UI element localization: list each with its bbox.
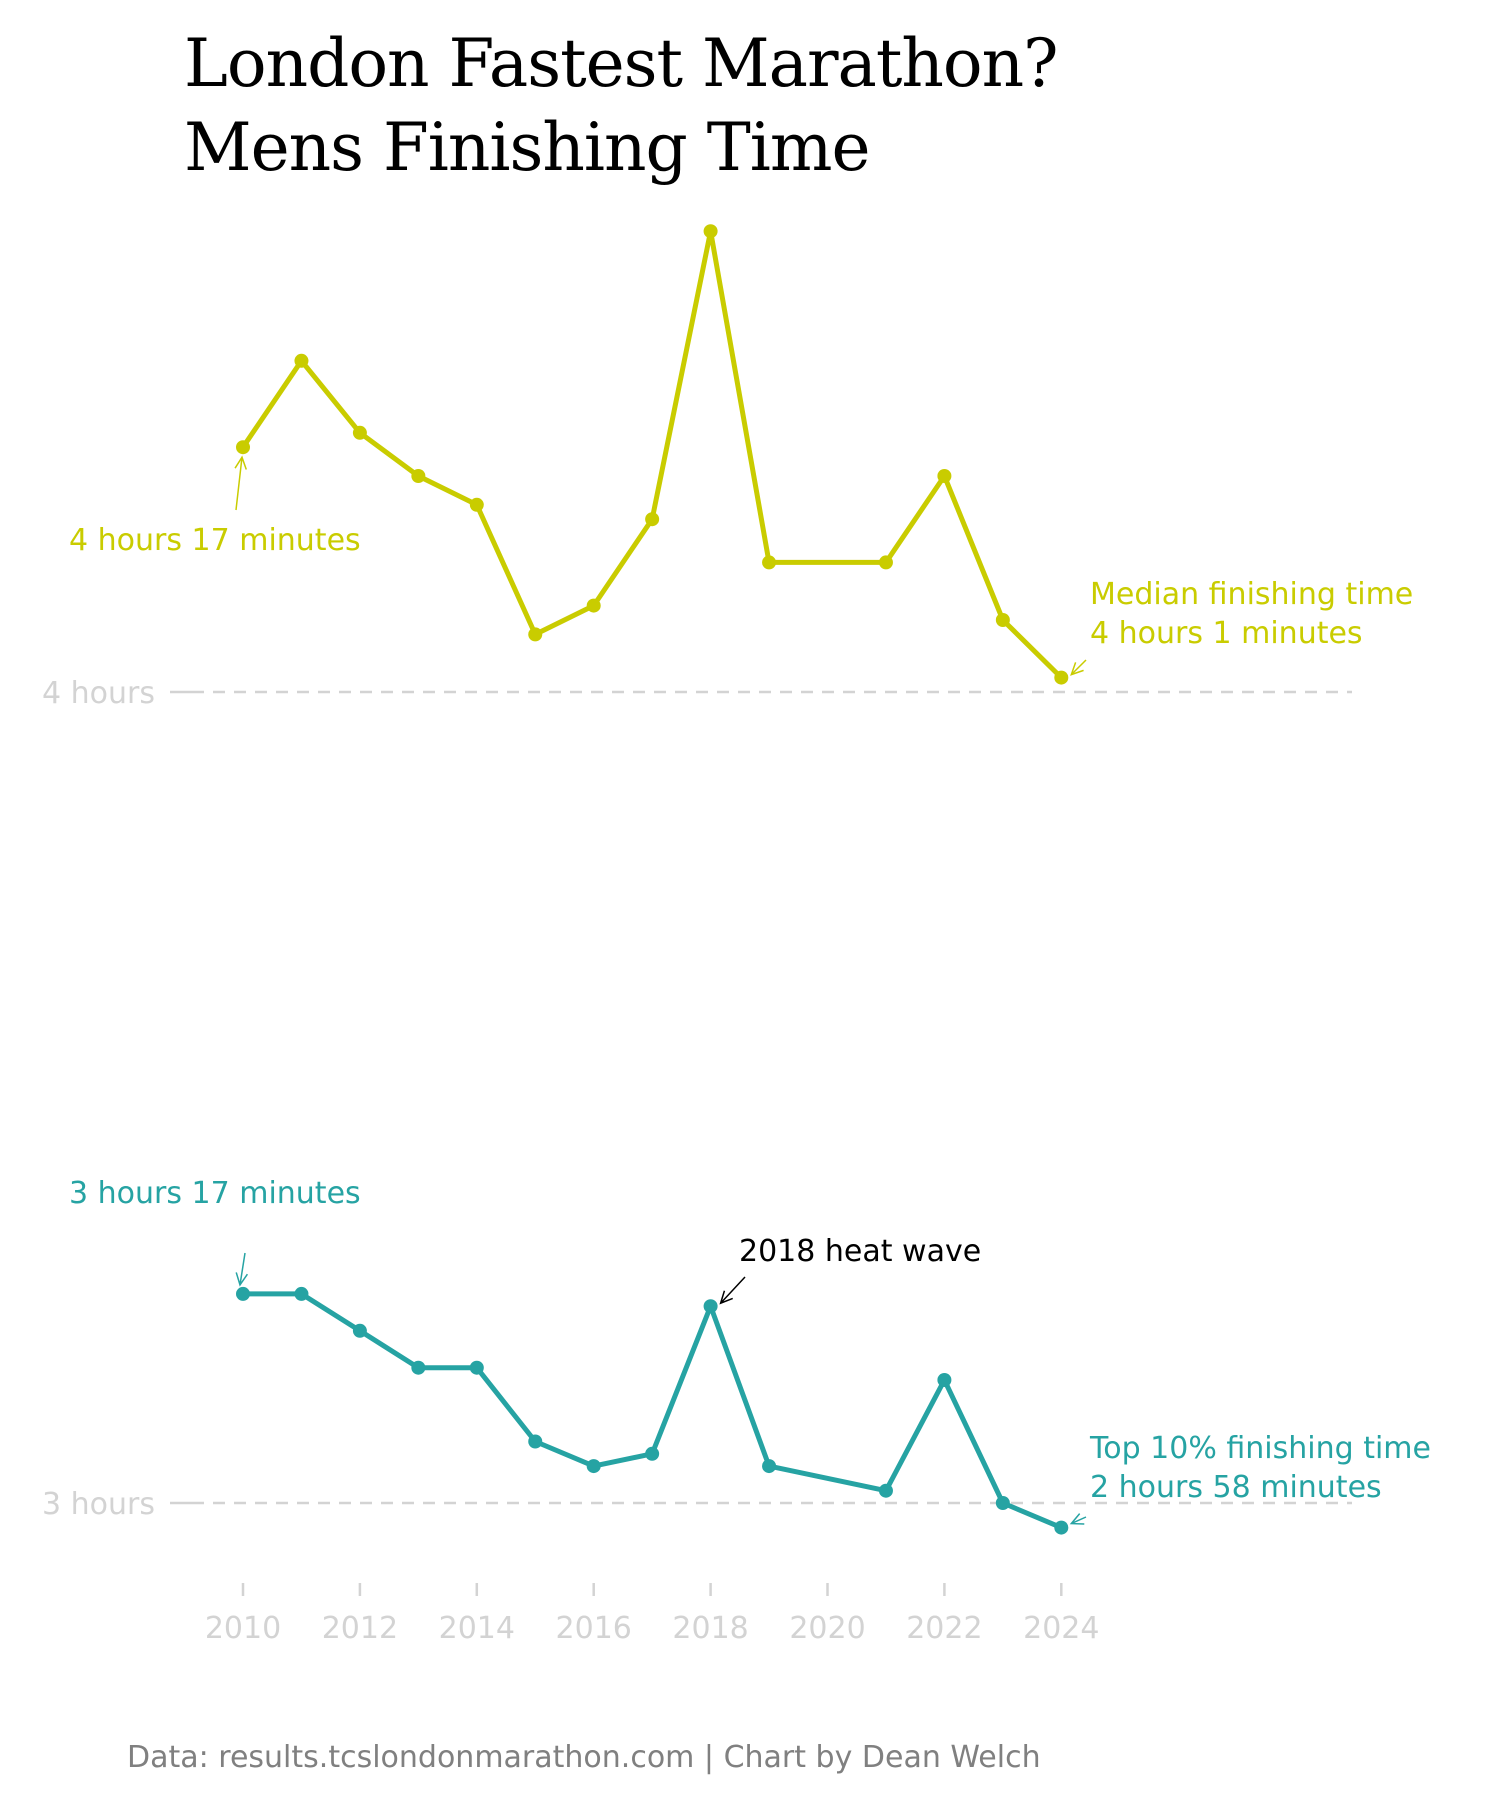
series-1-point-2021 (878, 1483, 893, 1498)
top10-end-annotation-line-1: Top 10% finishing time (1089, 1431, 1431, 1466)
series-0-point-2017 (645, 512, 660, 527)
x-tick-label-2020: 2020 (789, 1611, 865, 1646)
x-tick-label-2014: 2014 (439, 1611, 515, 1646)
series-1-point-2024 (1054, 1520, 1069, 1535)
series-0-point-2019 (762, 555, 777, 570)
series-1-point-2017 (645, 1446, 660, 1461)
top10-end-arrow (1069, 1513, 1087, 1525)
x-tick-label-2022: 2022 (906, 1611, 982, 1646)
x-tick-label-2012: 2012 (322, 1611, 398, 1646)
median-end-annotation-line-2: 4 hours 1 minutes (1090, 616, 1363, 651)
series-1-point-2013 (411, 1360, 426, 1375)
x-tick-label-2010: 2010 (205, 1611, 281, 1646)
reference-label-0: 4 hours (42, 676, 155, 711)
median-start-arrow (234, 455, 248, 511)
series-1-point-2023 (995, 1496, 1010, 1510)
finishing-time-chart: 4 hours 3 hours 2010 2012 2014 2016 2018 2020 2… (42, 224, 1431, 1646)
series-line-0 (240, 228, 1064, 680)
series-0-point-2012 (352, 425, 367, 440)
series-1-point-2019 (762, 1459, 777, 1474)
series-1-point-2014 (469, 1360, 484, 1375)
chart-title-line-1: London Fastest Marathon? (184, 25, 1059, 102)
series-1-point-2015 (528, 1434, 543, 1449)
median-end-annotation-line-1: Median finishing time (1090, 577, 1413, 612)
series-1-point-2022 (937, 1373, 952, 1387)
top10-start-annotation: 3 hours 17 minutes (69, 1176, 361, 1211)
series-1-point-2018 (703, 1299, 718, 1314)
heat-wave-annotation: 2018 heat wave (739, 1234, 981, 1269)
x-tick-label-2016: 2016 (556, 1611, 632, 1646)
x-tick-label-2018: 2018 (672, 1611, 748, 1646)
series-0-point-2016 (586, 598, 601, 613)
data-source-caption: Data: results.tcslondonmarathon.com | Ch… (127, 1740, 1041, 1775)
series-0-point-2013 (411, 469, 426, 483)
top10-start-arrow (235, 1252, 249, 1287)
series-0-point-2021 (878, 555, 893, 570)
series-1-point-2016 (586, 1459, 601, 1474)
series-0-point-2015 (528, 627, 543, 642)
x-tick-label-2024: 2024 (1023, 1611, 1099, 1646)
series-0-point-2024 (1054, 670, 1069, 685)
median-end-arrow (1070, 659, 1087, 676)
median-start-annotation: 4 hours 17 minutes (69, 523, 361, 558)
series-1-point-2012 (352, 1323, 367, 1338)
heat-wave-arrow (719, 1276, 746, 1305)
series-0-point-2014 (469, 497, 484, 512)
series-1-point-2011 (294, 1286, 309, 1301)
chart-title: London Fastest Marathon? Mens Finishing … (184, 22, 1059, 190)
chart-title-line-2: Mens Finishing Time (184, 109, 871, 186)
top10-end-annotation-line-2: 2 hours 58 minutes (1090, 1470, 1382, 1505)
series-0-point-2011 (294, 353, 309, 368)
series-1-point-2010 (236, 1286, 250, 1301)
reference-label-1: 3 hours (42, 1487, 155, 1522)
series-0-point-2022 (937, 469, 952, 483)
series-0-point-2010 (236, 440, 250, 455)
series-line-1 (243, 1291, 1063, 1530)
series-0-point-2023 (995, 613, 1010, 627)
series-0-point-2018 (703, 224, 718, 239)
